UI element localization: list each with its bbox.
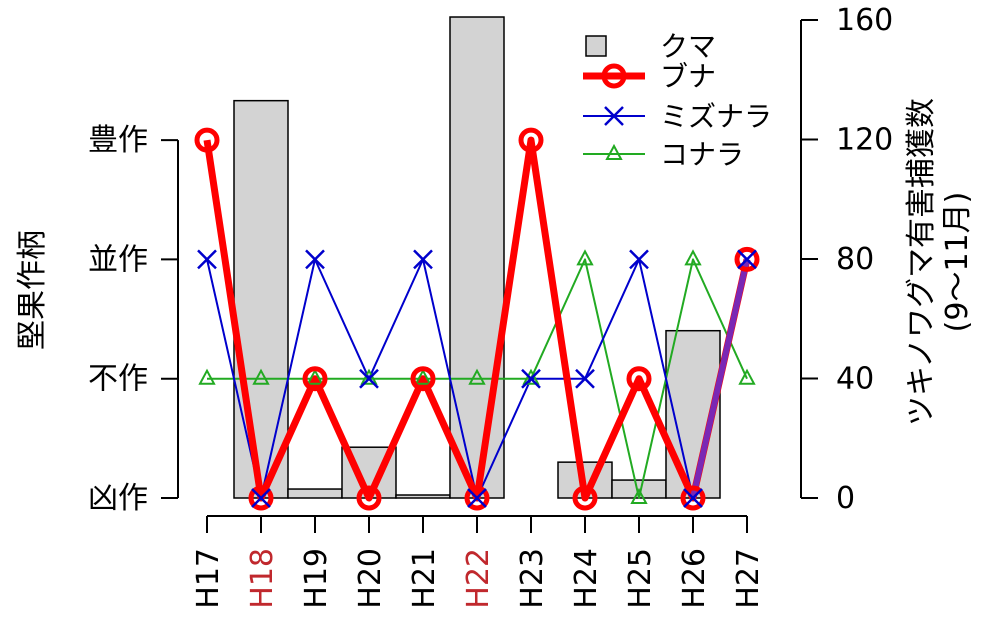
legend-marker-コナラ bbox=[605, 143, 623, 160]
x-tick-label-H26: H26 bbox=[677, 548, 712, 609]
right-axis-subtitle: (9～11月) bbox=[940, 192, 975, 333]
x-tick-label-H25: H25 bbox=[623, 548, 658, 609]
marker-ミズナラ-H25 bbox=[629, 249, 649, 270]
x-tick-label-H19: H19 bbox=[299, 548, 334, 609]
marker-ミズナラ-H23 bbox=[521, 368, 541, 389]
x-tick-label-H17: H17 bbox=[191, 548, 226, 609]
marker-コナラ-H23 bbox=[522, 368, 540, 385]
marker-ミズナラ-H19 bbox=[305, 249, 325, 270]
marker-ミズナラ-H22 bbox=[467, 488, 487, 508]
marker-ブナ-H18 bbox=[248, 485, 274, 511]
marker-コナラ-H21 bbox=[414, 368, 432, 385]
axes: 凶作 不作 並作 豊作 0 40 80 120 160 H17 H18 H19 H20 H21 H22 H23… bbox=[88, 3, 893, 609]
legend-marker-ブナ bbox=[601, 63, 627, 89]
marker-ブナ-H24 bbox=[572, 485, 598, 511]
marker-ブナ-H25 bbox=[626, 366, 652, 392]
marker-ミズナラ-H17 bbox=[197, 249, 217, 270]
bar-H18 bbox=[233, 99, 289, 499]
marker-ミズナラ-H26 bbox=[683, 488, 703, 508]
svg-text:ミズナラ: ミズナラ bbox=[660, 100, 772, 133]
marker-コナラ-H17 bbox=[198, 368, 216, 385]
marker-コナラ-H25 bbox=[630, 487, 648, 504]
x-tick-label-H21: H21 bbox=[407, 548, 442, 609]
marker-ブナ-H19 bbox=[302, 366, 328, 392]
left-tick-label: 凶作 bbox=[88, 481, 148, 516]
marker-ミズナラ-H18 bbox=[251, 488, 271, 508]
bar-H21 bbox=[395, 494, 451, 499]
marker-ブナ-H22 bbox=[464, 485, 490, 511]
marker-コナラ-H24 bbox=[576, 249, 594, 266]
marker-ミズナラ-H24 bbox=[575, 368, 595, 389]
legend-item-ブナ: ブナ bbox=[583, 60, 716, 93]
axis-titles: 堅果作柄 ツキノワグマ有害捕獲数 (9～11月) bbox=[15, 98, 975, 426]
svg-text:コナラ: コナラ bbox=[660, 138, 744, 171]
marker-ブナ-H21 bbox=[410, 366, 436, 392]
marker-ミズナラ-H27 bbox=[737, 249, 757, 270]
marker-コナラ-H27 bbox=[738, 368, 756, 385]
marker-コナラ-H20 bbox=[360, 368, 378, 385]
right-tick-label: 80 bbox=[836, 242, 874, 277]
x-tick-label-H23: H23 bbox=[515, 548, 550, 609]
legend-item-コナラ: コナラ bbox=[583, 138, 744, 171]
overlap-segment bbox=[690, 258, 750, 499]
marker-コナラ-H19 bbox=[306, 368, 324, 385]
legend-item-ミズナラ: ミズナラ bbox=[583, 100, 772, 133]
marker-ブナ-H23 bbox=[518, 127, 544, 153]
marker-コナラ-H18 bbox=[252, 368, 270, 385]
bar-group bbox=[233, 16, 721, 499]
marker-ブナ-H20 bbox=[356, 485, 382, 511]
right-tick-label: 160 bbox=[836, 3, 893, 38]
marker-コナラ-H22 bbox=[468, 368, 486, 385]
marker-ブナ-H26 bbox=[680, 485, 706, 511]
svg-text:ブナ: ブナ bbox=[660, 60, 716, 93]
marker-ミズナラ-H20 bbox=[359, 368, 379, 389]
left-tick-label: 豊作 bbox=[88, 123, 148, 158]
left-tick-label: 不作 bbox=[88, 362, 148, 397]
left-tick-label: 並作 bbox=[88, 242, 148, 277]
legend-marker-ミズナラ bbox=[604, 106, 624, 126]
marker-ミズナラ-H21 bbox=[413, 249, 433, 270]
legend-item-bars: クマ bbox=[585, 30, 716, 63]
series-group bbox=[194, 127, 760, 511]
left-axis-title: 堅果作柄 bbox=[15, 230, 50, 350]
bar-H22 bbox=[449, 16, 505, 499]
bar-H19 bbox=[287, 488, 343, 499]
right-tick-label: 0 bbox=[836, 481, 855, 516]
x-tick-label-H27: H27 bbox=[731, 548, 766, 609]
marker-コナラ-H26 bbox=[684, 249, 702, 266]
right-tick-label: 120 bbox=[836, 123, 893, 158]
svg-text:クマ: クマ bbox=[660, 30, 716, 63]
x-tick-label-H20: H20 bbox=[353, 548, 388, 609]
marker-ブナ-H17 bbox=[194, 127, 220, 153]
x-tick-label-H24: H24 bbox=[569, 548, 604, 609]
right-tick-label: 40 bbox=[836, 362, 874, 397]
x-tick-label-H22: H22 bbox=[461, 548, 496, 609]
x-tick-label-H18: H18 bbox=[245, 548, 280, 609]
marker-ブナ-H27 bbox=[734, 246, 760, 272]
right-axis-title: ツキノワグマ有害捕獲数 bbox=[904, 98, 939, 426]
